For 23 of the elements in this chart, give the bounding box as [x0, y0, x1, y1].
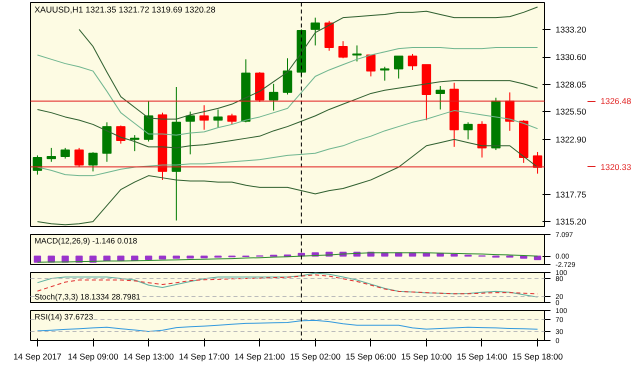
x-tick-label: 15 Sep 02:00: [290, 352, 341, 362]
text: Stoch(7,3,3) 18.1334 28.7981: [34, 292, 141, 302]
chart-title: MACD(12,26,9) -1.146 0.018: [34, 236, 138, 246]
y-tick-label: 1333.20: [556, 24, 586, 34]
x-tick-label: 15 Sep 18:00: [512, 352, 564, 362]
x-tick-label: 14 Sep 09:00: [68, 352, 119, 362]
x-tick-label: 14 Sep 21:00: [234, 352, 286, 362]
x-tick-label: 15 Sep 10:00: [401, 352, 452, 362]
chart-title: XAUUSD,H1 1321.35 1321.72 1319.69 1320.28: [34, 4, 216, 14]
y-tick-label: 1330.60: [556, 52, 586, 62]
y-tick-label: 1322.90: [556, 134, 586, 144]
x-tick-label: 15 Sep 14:00: [456, 352, 508, 362]
x-tick-label: 14 Sep 2017: [13, 352, 62, 362]
x-tick-label: 14 Sep 17:00: [178, 352, 230, 362]
y-tick-label: 1317.75: [556, 189, 586, 200]
x-tick-label: 14 Sep 13:00: [123, 352, 174, 362]
x-tick-label: 15 Sep 06:00: [346, 352, 396, 362]
y-tick-label: 1325.50: [556, 106, 586, 117]
ref-line-label: 1320.33: [600, 162, 632, 172]
y-tick-label: 1328.05: [556, 79, 586, 90]
ref-line-label: 1326.48: [600, 96, 632, 106]
y-tick-label: 1315.20: [556, 216, 586, 227]
chart-title: RSI(14) 37.6723: [34, 312, 94, 322]
